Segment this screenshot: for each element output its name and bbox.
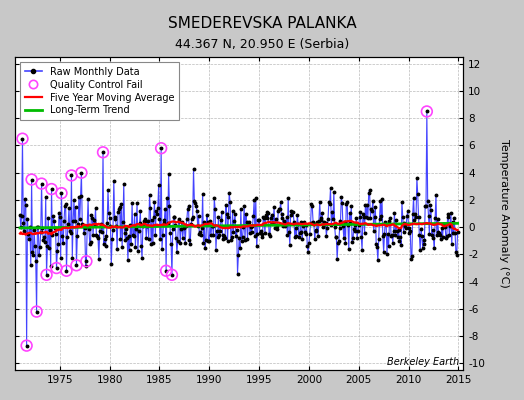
Legend: Raw Monthly Data, Quality Control Fail, Five Year Moving Average, Long-Term Tren: Raw Monthly Data, Quality Control Fail, … (20, 62, 179, 120)
Point (82, 258, 91, 264)
Point (57, 190, 66, 196)
Point (168, 272, 176, 278)
Point (67, 172, 75, 179)
Text: SMEDEREVSKA PALANKA: SMEDEREVSKA PALANKA (168, 16, 356, 31)
Point (42, 272, 51, 278)
Text: Berkeley Earth: Berkeley Earth (387, 357, 459, 367)
Point (157, 145, 166, 152)
Point (47, 186, 56, 192)
Point (23, 342, 31, 349)
Point (99, 149, 107, 156)
Text: 44.367 N, 20.950 E (Serbia): 44.367 N, 20.950 E (Serbia) (175, 38, 349, 51)
Point (18, 136, 27, 142)
Y-axis label: Temperature Anomaly (°C): Temperature Anomaly (°C) (499, 139, 509, 288)
Point (77, 170, 85, 176)
Point (32, 308, 41, 315)
Point (423, 108, 431, 115)
Point (72, 262, 81, 268)
Point (62, 268, 71, 274)
Point (162, 268, 170, 274)
Point (37, 180, 46, 187)
Point (27, 176, 36, 183)
Point (52, 265, 61, 271)
